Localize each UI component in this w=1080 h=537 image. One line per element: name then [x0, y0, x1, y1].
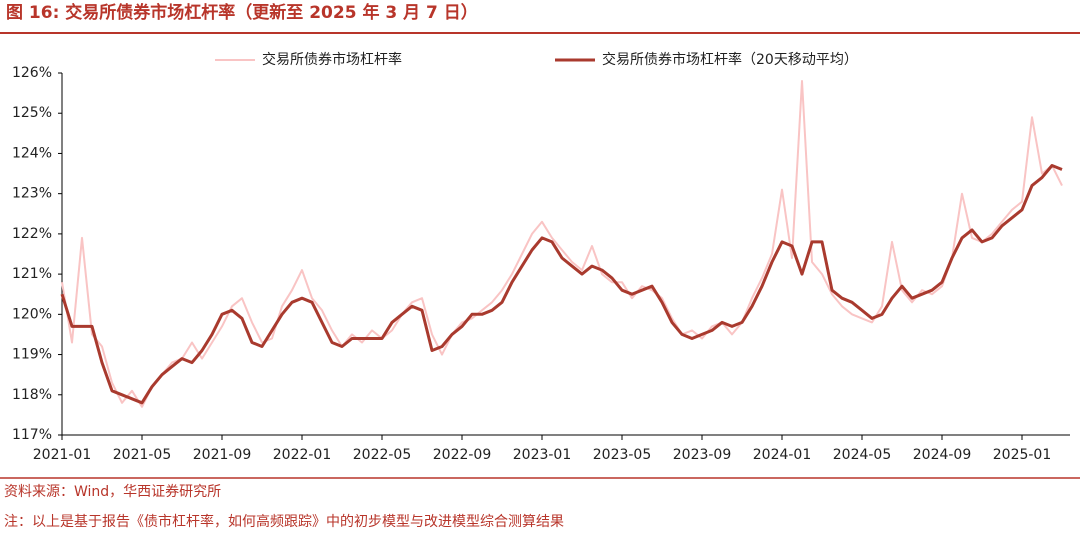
x-tick-label: 2024-01 [753, 447, 812, 463]
y-tick-label: 120% [12, 306, 52, 322]
x-tick-label: 2023-05 [593, 447, 652, 463]
y-tick-label: 117% [12, 427, 52, 443]
y-tick-label: 124% [12, 145, 52, 161]
x-tick-label: 2022-05 [353, 447, 412, 463]
chart-title: 图 16: 交易所债券市场杠杆率（更新至 2025 年 3 月 7 日） [6, 2, 478, 23]
series-line [61, 80, 1063, 408]
x-tick-label: 2023-01 [513, 447, 572, 463]
legend-label: 交易所债券市场杠杆率（20天移动平均） [602, 51, 858, 68]
x-tick-label: 2021-05 [113, 447, 172, 463]
y-tick-label: 126% [12, 65, 52, 81]
y-tick-label: 122% [12, 226, 52, 242]
x-tick-label: 2022-09 [433, 447, 492, 463]
y-tick-label: 119% [12, 347, 52, 363]
y-tick-label: 125% [12, 105, 52, 121]
x-tick-label: 2021-09 [193, 447, 252, 463]
x-tick-label: 2024-09 [913, 447, 972, 463]
series-line [60, 164, 1063, 405]
y-tick-label: 118% [12, 387, 52, 403]
y-tick-label: 123% [12, 186, 52, 202]
x-tick-label: 2022-01 [273, 447, 332, 463]
note: 注：以上是基于报告《债市杠杆率，如何高频跟踪》中的初步模型与改进模型综合测算结果 [4, 513, 564, 530]
legend-label: 交易所债券市场杠杆率 [262, 51, 402, 68]
x-tick-label: 2024-05 [833, 447, 892, 463]
x-tick-label: 2021-01 [33, 447, 92, 463]
source: 资料来源：Wind，华西证券研究所 [4, 484, 221, 500]
x-tick-label: 2025-01 [993, 447, 1052, 463]
y-tick-label: 121% [12, 266, 52, 282]
x-tick-label: 2023-09 [673, 447, 732, 463]
